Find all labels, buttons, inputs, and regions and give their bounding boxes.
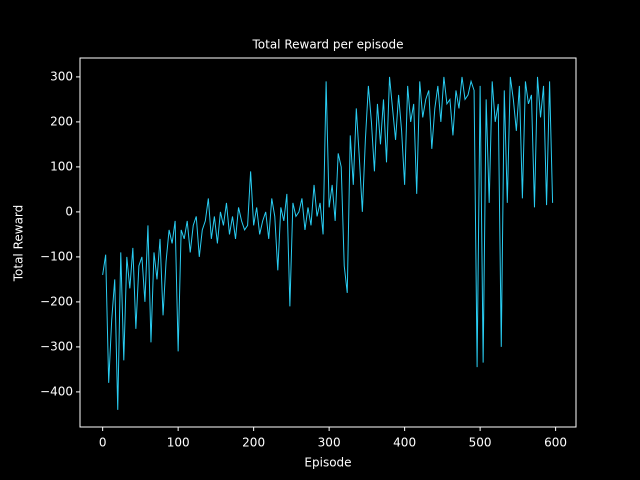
y-axis-label: Total Reward	[12, 205, 26, 283]
y-tick-label: 0	[65, 204, 73, 218]
x-tick-label: 500	[469, 436, 492, 450]
y-tick-label: −400	[40, 384, 73, 398]
x-tick-label: 600	[544, 436, 567, 450]
y-tick-label: −300	[40, 339, 73, 353]
x-axis-label: Episode	[304, 456, 351, 470]
x-tick-label: 100	[167, 436, 190, 450]
y-tick-label: 100	[50, 159, 73, 173]
plot-frame	[79, 57, 577, 428]
x-tick-label: 400	[393, 436, 416, 450]
x-tick-label: 0	[99, 436, 107, 450]
x-tick-label: 200	[242, 436, 265, 450]
y-tick-label: 200	[50, 114, 73, 128]
line	[102, 76, 554, 410]
y-tick-label: −200	[40, 294, 73, 308]
y-tick-label: 300	[50, 69, 73, 83]
x-tick-label: 300	[318, 436, 341, 450]
chart-title: Total Reward per episode	[251, 38, 403, 52]
y-tick-label: −100	[40, 249, 73, 263]
